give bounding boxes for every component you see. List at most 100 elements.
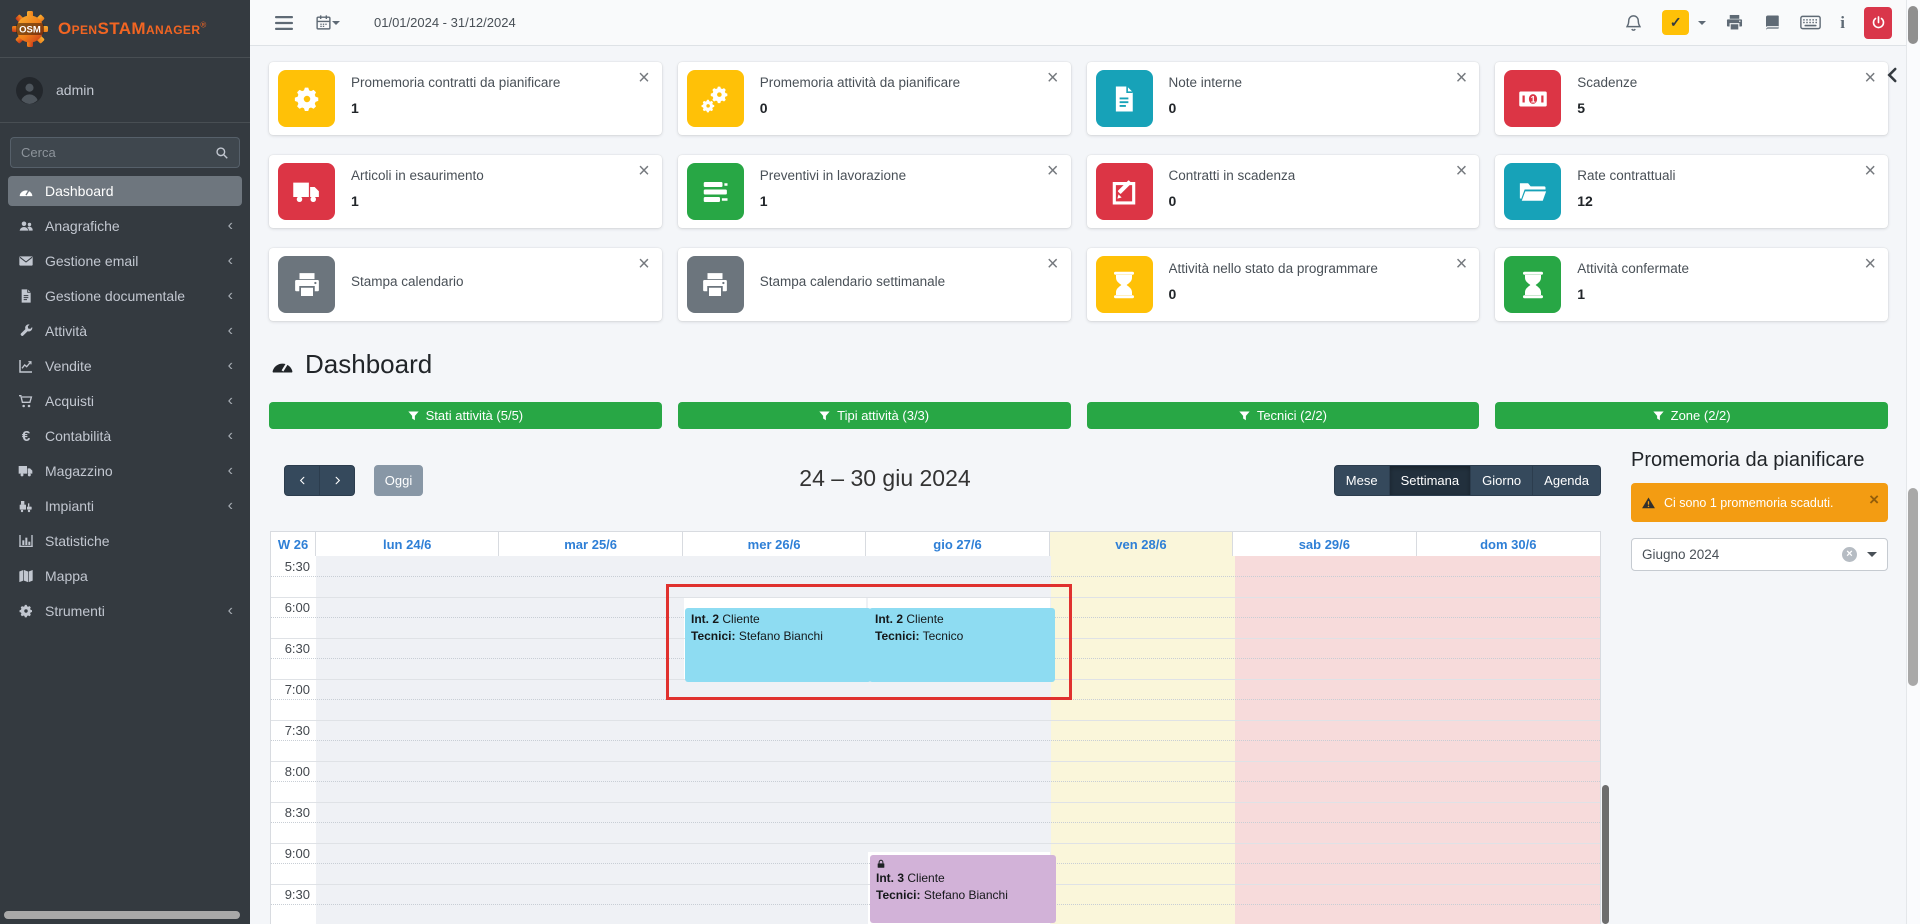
close-icon[interactable]: × (1455, 67, 1468, 89)
calendar-event[interactable]: Int. 2 Cliente Tecnici: Stefano Bianchi (685, 608, 871, 682)
day-column-dom[interactable] (1418, 556, 1600, 924)
close-icon[interactable]: × (638, 67, 650, 89)
sidebar-toggle-button[interactable] (275, 16, 293, 30)
day-header-sab[interactable]: sab 29/6 (1233, 532, 1417, 557)
logout-button[interactable] (1864, 6, 1892, 39)
sidebar-item-gestione-email[interactable]: Gestione email ‹ (8, 246, 242, 276)
widget-attivita-confermate[interactable]: Attività confermate 1 × (1495, 248, 1888, 321)
widget-stampa-calendario[interactable]: Stampa calendario × (269, 248, 662, 321)
day-header-dom[interactable]: dom 30/6 (1480, 537, 1537, 552)
close-icon[interactable]: × (1046, 160, 1059, 182)
widget-attivita-da-programmare[interactable]: Attività nello stato da programmare 0 × (1086, 248, 1480, 321)
close-icon[interactable]: × (638, 253, 650, 275)
view-mese-button[interactable]: Mese (1333, 465, 1390, 496)
close-icon[interactable]: × (1455, 253, 1468, 275)
day-header-gio[interactable]: gio 27/6 (866, 532, 1050, 557)
close-icon[interactable]: × (1455, 160, 1468, 182)
page-scrollbar-track[interactable] (1906, 0, 1920, 924)
widget-promemoria-attivita[interactable]: Promemoria attività da pianificare 0 × (677, 62, 1071, 135)
calendar-event[interactable]: Int. 2 Cliente Tecnici: Tecnico (869, 608, 1055, 682)
widget-promemoria-contratti[interactable]: Promemoria contratti da pianificare 1 × (269, 62, 662, 135)
envelope-icon (17, 253, 35, 269)
notifications-button[interactable] (1624, 13, 1643, 33)
gear-icon (17, 603, 35, 619)
day-header-ven[interactable]: ven 28/6 (1049, 532, 1234, 557)
widget-title: Rate contrattuali (1577, 168, 1676, 183)
alert-text: Ci sono 1 promemoria scaduti. (1664, 495, 1834, 510)
tasks-status-button[interactable]: ✓ (1662, 10, 1690, 35)
today-button[interactable]: Oggi (374, 465, 423, 496)
page-scrollbar-thumb[interactable] (1908, 6, 1918, 44)
widget-contratti-scadenza[interactable]: Contratti in scadenza 0 × (1086, 155, 1480, 228)
sidebar-item-vendite[interactable]: Vendite ‹ (8, 351, 242, 381)
prev-week-button[interactable] (284, 465, 320, 496)
day-column-mar[interactable] (499, 556, 685, 924)
filter-zone-button[interactable]: Zone (2/2) (1495, 402, 1888, 429)
widget-preventivi[interactable]: Preventivi in lavorazione 1 × (677, 155, 1071, 228)
day-column-sab[interactable] (1234, 556, 1420, 924)
sidebar-item-anagrafiche[interactable]: Anagrafiche ‹ (8, 211, 242, 241)
euro-icon: € (21, 427, 31, 445)
sidebar-item-contabilita[interactable]: € Contabilità ‹ (8, 421, 242, 451)
view-settimana-button[interactable]: Settimana (1389, 465, 1472, 496)
shortcuts-button[interactable] (1800, 15, 1821, 30)
widget-articoli-esaurimento[interactable]: Articoli in esaurimento 1 × (269, 155, 662, 228)
search-button[interactable] (204, 137, 240, 168)
calendar-grid[interactable]: 5:30 6:00 6:30 7:00 7:30 8:00 8:30 9:00 … (270, 556, 1601, 924)
close-icon[interactable]: × (638, 160, 650, 182)
close-icon[interactable]: × (1046, 67, 1059, 89)
search-input[interactable] (10, 137, 204, 168)
date-range[interactable]: 01/01/2024 - 31/12/2024 (374, 15, 516, 30)
day-column-ven[interactable] (1050, 556, 1236, 924)
widget-note-interne[interactable]: Note interne 0 × (1086, 62, 1480, 135)
time-label: 8:30 (284, 805, 310, 820)
month-filter-select[interactable]: Giugno 2024 × (1631, 538, 1888, 571)
sidebar-item-gestione-documentale[interactable]: Gestione documentale ‹ (8, 281, 242, 311)
close-icon[interactable]: × (1864, 253, 1876, 275)
close-icon[interactable]: × (1869, 490, 1879, 509)
info-button[interactable]: i (1840, 13, 1845, 33)
sidebar-item-dashboard[interactable]: Dashboard (8, 176, 242, 206)
time-label: 8:00 (284, 764, 310, 779)
view-giorno-button[interactable]: Giorno (1471, 465, 1534, 496)
brand-logo[interactable]: OSM OpenSTAManager® (0, 0, 250, 58)
day-header-mar[interactable]: mar 25/6 (499, 532, 683, 557)
calendar-scrollbar-thumb[interactable] (1602, 785, 1609, 924)
filter-tipi-attivita-button[interactable]: Tipi attività (3/3) (677, 402, 1071, 429)
next-week-button[interactable] (319, 465, 355, 496)
filter-stati-attivita-button[interactable]: Stati attività (5/5) (269, 402, 662, 429)
view-agenda-button[interactable]: Agenda (1533, 465, 1601, 496)
sidebar-item-mappa[interactable]: Mappa (8, 561, 242, 591)
widget-scadenze[interactable]: Scadenze 5 × (1495, 62, 1888, 135)
sidebar-item-attivita[interactable]: Attività ‹ (8, 316, 242, 346)
filter-tecnici-button[interactable]: Tecnici (2/2) (1086, 402, 1480, 429)
horizontal-scrollbar-thumb[interactable] (4, 911, 240, 919)
widget-title: Promemoria attività da pianificare (759, 75, 961, 90)
user-name: admin (56, 82, 95, 98)
week-number[interactable]: W 26 (271, 532, 316, 557)
day-column-lun[interactable] (316, 556, 501, 924)
print-button[interactable] (1725, 13, 1744, 32)
content-scrollbar-thumb[interactable] (1908, 488, 1918, 686)
caret-down-icon[interactable] (1698, 20, 1707, 29)
widget-stampa-calendario-settimanale[interactable]: Stampa calendario settimanale × (677, 248, 1071, 321)
sidebar-item-acquisti[interactable]: Acquisti ‹ (8, 386, 242, 416)
day-header-mer[interactable]: mer 26/6 (683, 532, 867, 557)
close-icon[interactable]: × (1046, 253, 1059, 275)
clear-selection-icon[interactable]: × (1842, 547, 1857, 562)
chevron-left-icon: ‹ (227, 252, 233, 269)
sidebar-item-label: Contabilità (45, 428, 112, 444)
day-header-lun[interactable]: lun 24/6 (316, 532, 500, 557)
sidebar-item-magazzino[interactable]: Magazzino ‹ (8, 456, 242, 486)
close-icon[interactable]: × (1864, 160, 1876, 182)
sidebar-item-strumenti[interactable]: Strumenti ‹ (8, 596, 242, 626)
calendar-event-locked[interactable]: Int. 3 Cliente Tecnici: Stefano Bianchi (870, 855, 1056, 923)
close-icon[interactable]: × (1864, 67, 1876, 89)
docs-button[interactable] (1763, 14, 1781, 32)
sidebar-item-statistiche[interactable]: Statistiche (8, 526, 242, 556)
widget-rate-contrattuali[interactable]: Rate contrattuali 12 × (1495, 155, 1888, 228)
collapse-panel-button[interactable] (1884, 64, 1904, 88)
sidebar-item-impianti[interactable]: Impianti ‹ (8, 491, 242, 521)
period-picker-button[interactable] (315, 14, 340, 31)
file-icon (17, 288, 35, 304)
